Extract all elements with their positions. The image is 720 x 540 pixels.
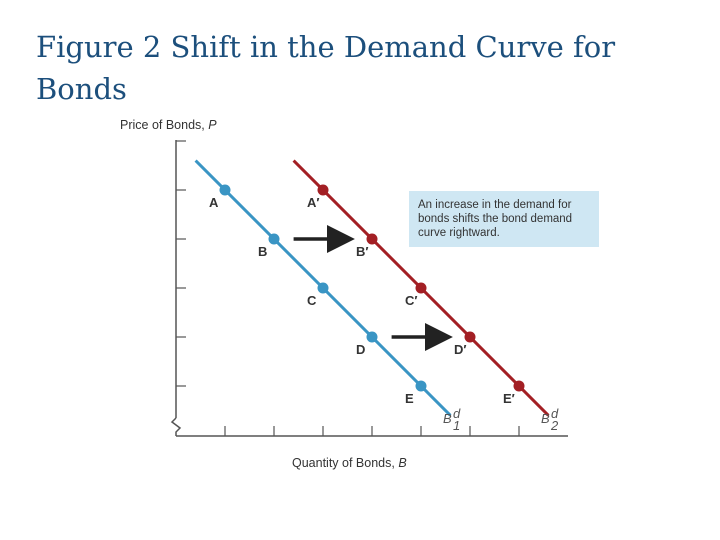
curve-label-1: B	[443, 411, 452, 426]
demand-point-1-1	[219, 184, 231, 196]
point-label: A′	[307, 195, 320, 210]
point-label: E	[405, 391, 414, 406]
point-label: A	[209, 195, 219, 210]
callout-box	[409, 191, 599, 247]
y-axis-break	[170, 417, 182, 436]
x-axis-label: Quantity of Bonds, B	[292, 456, 407, 470]
demand-point-2-4	[464, 331, 476, 343]
demand-point-2-2	[366, 233, 378, 245]
y-axis-label-var: P	[208, 118, 217, 132]
point-label: B′	[356, 244, 369, 259]
point-label: C	[307, 293, 317, 308]
demand-point-2-5	[513, 380, 525, 392]
demand-point-1-4	[366, 331, 378, 343]
curve-label-sup: d	[551, 406, 559, 421]
curve-label-sub: 2	[550, 418, 559, 433]
demand-point-2-3	[415, 282, 427, 294]
slide-title-line-2: Bonds	[36, 72, 127, 106]
point-label: D′	[454, 342, 467, 357]
callout-text: An increase in the demand for bonds shif…	[418, 199, 575, 239]
demand-point-2-1	[317, 184, 329, 196]
demand-point-1-3	[317, 282, 329, 294]
y-axis-label-text: Price of Bonds,	[120, 118, 208, 132]
demand-point-1-5	[415, 380, 427, 392]
callout-line-2: bonds shifts the bond demand	[418, 213, 572, 225]
point-label: C′	[405, 293, 418, 308]
slide-title-line-1: Figure 2 Shift in the Demand Curve for	[36, 30, 616, 64]
curve-label-sub: 1	[453, 418, 460, 433]
demand-point-1-2	[268, 233, 280, 245]
curve-label-sup: d	[453, 406, 461, 421]
point-label: E′	[503, 391, 515, 406]
point-label: D	[356, 342, 365, 357]
callout-line-1: An increase in the demand for	[418, 199, 572, 211]
curve-label-2: B	[541, 411, 550, 426]
slide-title: Figure 2 Shift in the Demand Curve for B…	[36, 26, 676, 110]
x-axis-label-var: B	[398, 456, 406, 470]
callout-line-3: curve rightward.	[418, 227, 500, 239]
point-label: B	[258, 244, 267, 259]
axis-ticks	[176, 140, 520, 436]
x-axis-label-text: Quantity of Bonds,	[292, 456, 398, 470]
y-axis-label: Price of Bonds, P	[120, 118, 217, 132]
